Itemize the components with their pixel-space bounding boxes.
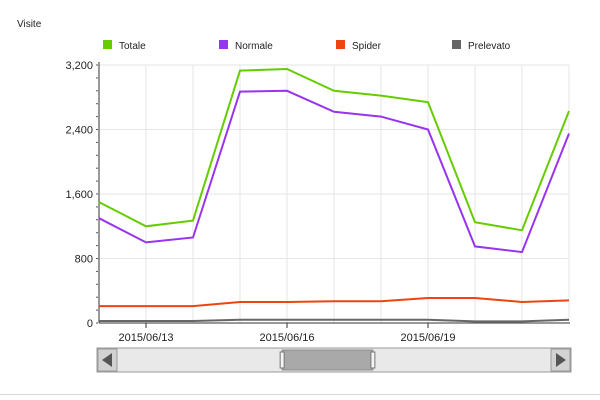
x-tick-label: 2015/06/19	[400, 332, 455, 344]
legend-item-spider[interactable]: Spider	[336, 40, 382, 52]
legend-swatch	[336, 40, 345, 49]
scroller-left-grip[interactable]	[279, 351, 285, 369]
legend-label: Prelevato	[468, 41, 511, 52]
series-line-totale	[98, 67, 570, 232]
scroller-right-grip[interactable]	[370, 351, 376, 369]
y-tick-labels: 0 800 1,600 2,400 3,200	[65, 60, 93, 330]
chart-axes	[96, 62, 570, 328]
series-line-prelevato	[99, 318, 570, 323]
chart-grid	[98, 64, 570, 324]
series-line-spider	[99, 297, 570, 308]
bottom-divider	[0, 394, 600, 395]
legend-item-prelevato[interactable]: Prelevato	[452, 40, 511, 52]
x-tick-labels: 2015/06/13 2015/06/16 2015/06/19	[118, 332, 455, 344]
legend-label: Totale	[119, 41, 146, 52]
y-tick-label: 1,600	[65, 189, 93, 201]
legend-swatch	[103, 40, 112, 49]
chart-series	[98, 67, 570, 323]
x-tick-label: 2015/06/16	[259, 332, 314, 344]
legend-item-totale[interactable]: Totale	[103, 40, 146, 52]
y-axis-title: Visite	[17, 19, 42, 30]
y-tick-label: 2,400	[65, 125, 93, 137]
y-tick-label: 800	[75, 254, 93, 266]
legend-label: Spider	[352, 41, 382, 52]
y-tick-label: 3,200	[65, 60, 93, 72]
legend-swatch	[219, 40, 228, 49]
y-tick-label: 0	[87, 318, 93, 330]
chart-legend: Totale Normale Spider Prelevato	[103, 40, 511, 52]
legend-swatch	[452, 40, 461, 49]
scroller-thumb[interactable]	[281, 349, 374, 371]
legend-label: Normale	[235, 41, 273, 52]
legend-item-normale[interactable]: Normale	[219, 40, 273, 52]
scroll-right-arrow-icon	[556, 353, 566, 367]
scroll-left-arrow-icon	[102, 353, 112, 367]
x-tick-label: 2015/06/13	[118, 332, 173, 344]
range-scroller[interactable]	[96, 347, 572, 373]
series-line-normale	[98, 89, 570, 254]
